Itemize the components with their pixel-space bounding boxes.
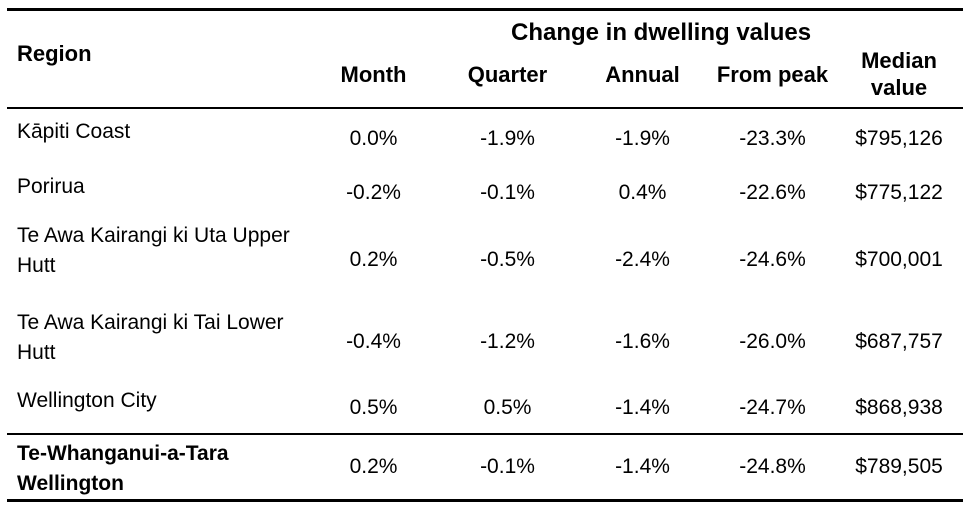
median-value: $700,001 — [855, 248, 943, 271]
annual-value: -1.6% — [615, 330, 670, 353]
region-name: Kāpiti Coast — [17, 120, 131, 143]
table-row-kapiti-coast: Kāpiti Coast 0.0% -1.9% -1.9% -23.3% $79… — [7, 108, 963, 168]
table-row-wellington-city: Wellington City 0.5% 0.5% -1.4% -24.7% $… — [7, 382, 963, 434]
month-value: 0.0% — [349, 126, 398, 150]
region-name: Te-Whanganui-a-Tara Wellington — [7, 433, 307, 501]
column-header-month: Month — [307, 47, 440, 109]
median-value: $868,938 — [855, 395, 943, 419]
region-name: Wellington City — [17, 389, 157, 412]
from-peak-value: -26.0% — [739, 330, 806, 353]
quarter-value: -0.5% — [480, 248, 535, 271]
from-peak-value: -24.6% — [739, 248, 806, 271]
median-value: $795,126 — [855, 126, 943, 150]
annual-value: 0.4% — [618, 181, 667, 204]
region-column-header: Region — [7, 9, 307, 109]
table-row-upper-hutt: Te Awa Kairangi ki Uta Upper Hutt 0.2% -… — [7, 218, 963, 302]
annual-value: -2.4% — [615, 248, 670, 271]
column-header-quarter: Quarter — [440, 47, 575, 109]
column-header-from-peak: From peak — [710, 47, 835, 109]
column-header-median-value: Median value — [835, 47, 964, 109]
month-value: -0.2% — [346, 181, 401, 204]
from-peak-value: -24.8% — [710, 433, 835, 501]
quarter-value: -1.2% — [480, 330, 535, 353]
annual-value: -1.4% — [615, 395, 670, 419]
month-value: 0.5% — [349, 395, 398, 419]
annual-value: -1.4% — [575, 433, 710, 501]
dwelling-values-table: Region Change in dwelling values Month Q… — [7, 8, 964, 502]
table-row-lower-hutt: Te Awa Kairangi ki Tai Lower Hutt -0.4% … — [7, 302, 963, 382]
month-value: 0.2% — [349, 248, 398, 271]
region-name: Porirua — [17, 175, 85, 198]
annual-value: -1.9% — [615, 126, 670, 150]
quarter-value: -0.1% — [480, 181, 535, 204]
quarter-value: -1.9% — [480, 126, 535, 150]
quarter-value: 0.5% — [483, 395, 532, 419]
group-header-row: Region Change in dwelling values — [7, 9, 963, 109]
table-row-wellington-total: Te-Whanganui-a-Tara Wellington 0.2% -0.1… — [7, 433, 964, 501]
from-peak-value: -23.3% — [739, 126, 806, 150]
median-value: $789,505 — [835, 433, 964, 501]
median-value: $687,757 — [855, 330, 943, 353]
region-name: Te Awa Kairangi ki Uta Upper Hutt — [17, 224, 290, 277]
median-value: $775,122 — [855, 181, 943, 204]
column-header-row: Month Quarter Annual From peak Median va… — [7, 47, 964, 109]
month-value: -0.4% — [346, 330, 401, 353]
from-peak-value: -22.6% — [739, 181, 806, 204]
column-header-annual: Annual — [575, 47, 710, 109]
from-peak-value: -24.7% — [739, 395, 806, 419]
group-header: Change in dwelling values — [510, 19, 812, 46]
table-row-porirua: Porirua -0.2% -0.1% 0.4% -22.6% $775,122 — [7, 168, 963, 218]
region-name: Te Awa Kairangi ki Tai Lower Hutt — [17, 311, 284, 364]
quarter-value: -0.1% — [440, 433, 575, 501]
month-value: 0.2% — [307, 433, 440, 501]
